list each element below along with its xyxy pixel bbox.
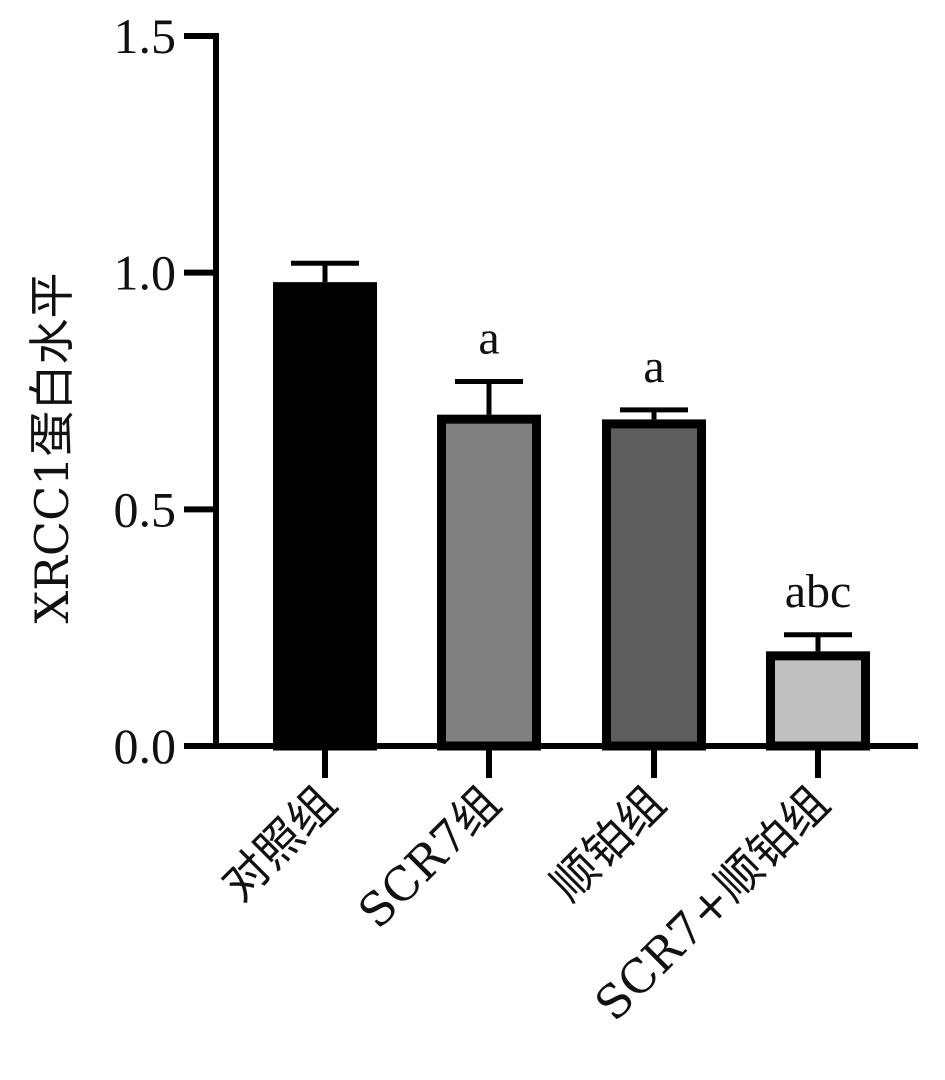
y-axis-label: XRCC1蛋白水平 bbox=[25, 272, 79, 623]
significance-label: abc bbox=[785, 565, 852, 618]
x-category-label: 顺铂组 bbox=[540, 776, 676, 912]
y-tick-label: 1.5 bbox=[114, 8, 177, 64]
bar bbox=[437, 414, 541, 751]
x-category-label: 对照组 bbox=[211, 776, 347, 912]
bar bbox=[602, 419, 706, 751]
bar bbox=[766, 651, 870, 751]
x-category-label: SCR7组 bbox=[348, 776, 511, 939]
y-tick-label: 0.5 bbox=[114, 481, 177, 537]
x-axis bbox=[213, 743, 918, 778]
y-tick-label: 1.0 bbox=[114, 245, 177, 301]
bar bbox=[273, 282, 377, 751]
significance-label: a bbox=[643, 340, 664, 393]
y-axis: 0.0 0.5 1.0 1.5 bbox=[114, 8, 219, 774]
y-tick-label: 0.0 bbox=[114, 718, 177, 774]
bars bbox=[273, 260, 870, 751]
significance-label: a bbox=[478, 312, 499, 365]
